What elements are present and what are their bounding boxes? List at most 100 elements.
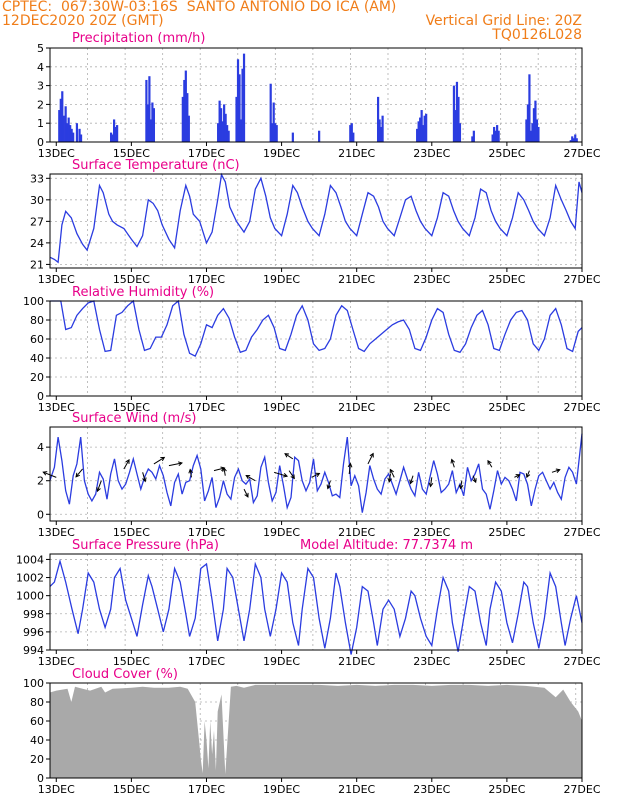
wind-arrow (472, 475, 477, 483)
wind-arrow (327, 480, 331, 489)
x-tick-label: 25DEC (488, 147, 525, 160)
panel-annotation: Model Altitude: 77.7374 m (300, 538, 473, 553)
y-tick-label: 60 (30, 333, 44, 346)
precip-bar (379, 126, 383, 142)
x-tick-label: 13DEC (38, 783, 75, 796)
precip-bar (454, 110, 457, 142)
x-tick-label: 15DEC (113, 783, 150, 796)
y-tick-label: 24 (30, 237, 44, 250)
precip-bar (526, 104, 530, 142)
x-tick-label: 19DEC (263, 401, 300, 414)
x-tick-label: 17DEC (188, 783, 225, 796)
precip-bar (217, 123, 220, 142)
y-tick-label: 2 (37, 98, 44, 111)
y-tick-label: 0 (37, 508, 44, 521)
precip-bar (239, 119, 243, 142)
y-tick-label: 4 (37, 61, 44, 74)
x-tick-label: 27DEC (563, 526, 600, 539)
precip-bar (529, 130, 533, 142)
precip-bar (494, 130, 497, 142)
wind-arrow (348, 463, 351, 475)
precip-bar (72, 132, 75, 142)
header-model-id: TQ0126L028 (492, 27, 582, 43)
y-tick-label: 1000 (16, 590, 44, 603)
precip-bar (116, 125, 119, 142)
precip-bar (419, 117, 422, 142)
precip-bar (61, 91, 64, 142)
wind-arrow (409, 475, 414, 484)
x-tick-label: 13DEC (38, 401, 75, 414)
header-station: CPTEC: 067:30W-03:16S SANTO ANTONIO DO I… (2, 0, 397, 15)
wind-arrow-head (369, 452, 374, 458)
wind-arrow (460, 480, 463, 489)
precip-bar (274, 123, 277, 142)
precip-bar (109, 132, 113, 142)
precip-bar (220, 108, 223, 142)
precip-bar (242, 53, 246, 142)
precip-bar (352, 132, 355, 142)
precip-bar (64, 106, 67, 142)
x-tick-label: 17DEC (188, 147, 225, 160)
x-tick-label: 13DEC (38, 526, 75, 539)
precip-bar (75, 123, 79, 142)
x-tick-label: 15DEC (113, 401, 150, 414)
cloud-cover-area (49, 684, 583, 778)
y-tick-label: 80 (30, 314, 44, 327)
y-tick-label: 27 (30, 215, 44, 228)
precip-bar (152, 108, 156, 142)
wind-arrow (96, 480, 102, 492)
precip-bar (236, 59, 240, 142)
y-tick-label: 40 (30, 352, 44, 365)
x-tick-label: 21DEC (338, 526, 375, 539)
x-tick-label: 19DEC (263, 783, 300, 796)
precip-bar (59, 98, 62, 142)
precip-bar (146, 104, 149, 142)
x-tick-label: 19DEC (263, 147, 300, 160)
y-tick-label: 20 (30, 371, 44, 384)
wind-arrow (75, 468, 83, 478)
wind-arrow-head (290, 474, 295, 480)
header-date: 12DEC2020 20Z (GMT) (2, 13, 164, 29)
x-tick-label: 25DEC (488, 273, 525, 286)
precip-bar (272, 102, 275, 142)
precip-bar (525, 119, 528, 142)
y-tick-label: 1002 (16, 572, 44, 585)
x-tick-label: 27DEC (563, 655, 600, 668)
wind-arrow-head (347, 462, 353, 468)
wind-arrow-head (409, 479, 414, 485)
wind-arrow-head (96, 487, 101, 493)
x-tick-label: 19DEC (263, 273, 300, 286)
wind-arrow (223, 467, 226, 476)
x-tick-label: 17DEC (188, 655, 225, 668)
y-tick-label: 33 (30, 172, 44, 185)
wind-arrow-head (142, 477, 147, 483)
precip-bar (183, 79, 186, 142)
precip-bar (271, 123, 274, 142)
x-tick-label: 19DEC (263, 526, 300, 539)
wind-arrow-head (222, 466, 227, 472)
wind-arrow-head (472, 478, 477, 484)
wind-arrow-head (389, 468, 394, 474)
x-tick-label: 21DEC (338, 273, 375, 286)
precip-bar (221, 121, 224, 142)
wind-arrow (288, 470, 295, 479)
precip-bar (472, 130, 475, 142)
x-tick-label: 21DEC (338, 655, 375, 668)
panel-title: Surface Wind (m/s) (72, 411, 196, 426)
wind-arrow-head (283, 473, 289, 478)
pres-series-line (49, 558, 583, 655)
y-tick-label: 21 (30, 258, 44, 271)
x-tick-label: 13DEC (38, 273, 75, 286)
precip-bar (378, 119, 381, 142)
y-tick-label: 994 (23, 644, 44, 657)
x-tick-label: 23DEC (413, 273, 450, 286)
precip-bar (535, 119, 539, 142)
x-tick-label: 25DEC (488, 783, 525, 796)
wind-arrow (429, 477, 433, 487)
precip-bar (422, 125, 425, 142)
wind-arrow-head (555, 468, 561, 473)
x-tick-label: 17DEC (188, 273, 225, 286)
precip-bar (235, 96, 238, 142)
wind-arrow-head (326, 484, 332, 490)
x-tick-label: 23DEC (413, 147, 450, 160)
